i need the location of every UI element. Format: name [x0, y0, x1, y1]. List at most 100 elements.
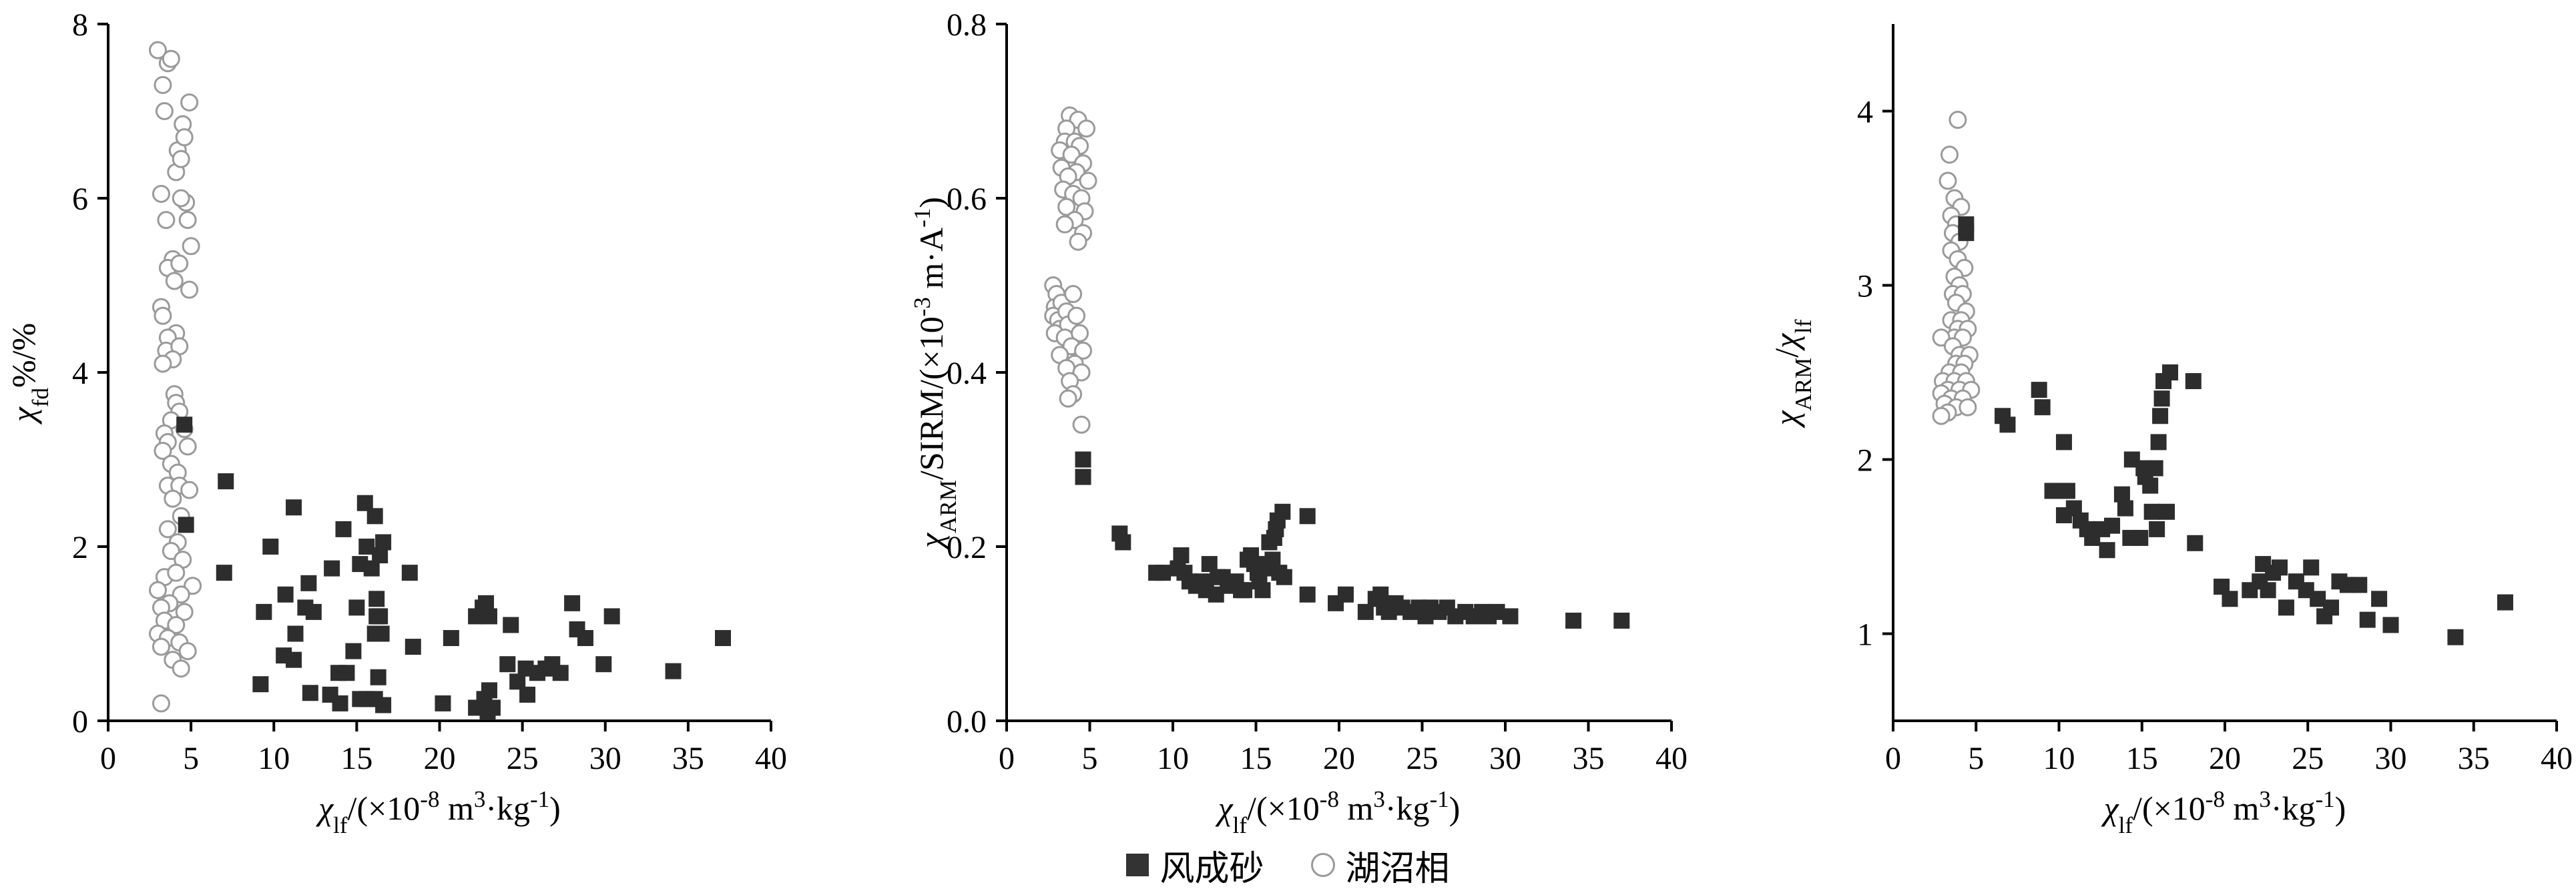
square-marker-icon: [1126, 854, 1149, 876]
data-point-lacustrine: [175, 603, 194, 621]
x-tick-label: 25: [2292, 741, 2324, 776]
x-tick-label: 40: [755, 741, 787, 776]
data-point-eolian: [1155, 565, 1172, 581]
data-point-eolian: [348, 599, 365, 616]
data-point-eolian: [286, 499, 302, 516]
data-point-eolian: [335, 521, 352, 537]
data-point-eolian: [370, 669, 387, 685]
data-point-lacustrine: [180, 93, 199, 111]
data-point-eolian: [2323, 599, 2340, 616]
data-point-lacustrine: [154, 354, 172, 373]
x-tick-label: 35: [672, 741, 704, 776]
data-point-lacustrine: [152, 694, 170, 713]
data-point-eolian: [503, 617, 519, 633]
data-point-eolian: [2150, 434, 2167, 451]
x-tick-label: 10: [1157, 741, 1189, 776]
data-point-eolian: [216, 565, 232, 581]
data-point-eolian: [1254, 582, 1271, 599]
x-tick-label: 15: [1240, 741, 1272, 776]
data-point-lacustrine: [162, 49, 180, 68]
x-tick-label: 0: [1885, 741, 1901, 776]
data-point-eolian: [2153, 390, 2170, 407]
data-point-eolian: [481, 682, 497, 699]
data-point-eolian: [2351, 577, 2368, 593]
data-point-lacustrine: [178, 437, 197, 456]
data-point-eolian: [368, 591, 385, 607]
data-point-lacustrine: [148, 41, 167, 59]
data-point-lacustrine: [1069, 232, 1087, 251]
x-axis-label: χlf/(×10-8 m3·kg-1): [2101, 786, 2346, 838]
data-point-eolian: [2099, 542, 2115, 559]
x-tick-label: 15: [340, 741, 372, 776]
data-point-lacustrine: [172, 150, 190, 168]
data-point-lacustrine: [154, 441, 172, 460]
x-tick-label: 40: [1655, 741, 1688, 776]
data-point-eolian: [1337, 586, 1354, 603]
data-point-eolian: [373, 625, 390, 642]
data-point-eolian: [332, 695, 348, 711]
x-axis-label: χlf/(×10-8 m3·kg-1): [316, 786, 561, 838]
data-point-eolian: [324, 560, 340, 577]
data-point-lacustrine: [148, 581, 167, 599]
y-axis-label: χARM/χlf: [1768, 319, 1816, 428]
data-point-lacustrine: [182, 237, 200, 256]
data-point-eolian: [2034, 399, 2051, 416]
y-tick-label: 0.2: [947, 530, 987, 565]
data-point-eolian: [2278, 599, 2294, 616]
data-point-eolian: [2447, 629, 2464, 645]
data-point-eolian: [2059, 483, 2075, 499]
x-tick-label: 0: [999, 741, 1015, 776]
data-point-lacustrine: [158, 520, 177, 539]
data-point-eolian: [178, 517, 194, 533]
y-tick-label: 0.6: [947, 182, 987, 217]
y-tick-label: 6: [72, 182, 88, 217]
x-tick-label: 25: [1406, 741, 1439, 776]
x-tick-label: 20: [2209, 741, 2241, 776]
data-point-lacustrine: [178, 642, 197, 661]
data-point-lacustrine: [152, 184, 170, 203]
data-point-eolian: [2159, 503, 2175, 520]
data-point-eolian: [1236, 582, 1253, 599]
data-point-eolian: [1075, 469, 1091, 485]
data-point-eolian: [481, 608, 497, 625]
data-point-eolian: [252, 676, 269, 693]
y-tick-label: 0.0: [947, 704, 987, 739]
data-point-eolian: [519, 686, 536, 703]
data-point-eolian: [2222, 591, 2238, 607]
data-point-eolian: [2143, 503, 2160, 520]
data-point-eolian: [2359, 611, 2376, 628]
data-point-eolian: [435, 695, 451, 711]
legend-label-eolian: 风成砂: [1160, 848, 1264, 889]
data-point-lacustrine: [165, 272, 184, 290]
data-point-eolian: [287, 625, 304, 642]
x-tick-label: 20: [1323, 741, 1355, 776]
data-point-eolian: [176, 416, 193, 433]
data-point-lacustrine: [155, 102, 174, 120]
data-point-eolian: [2272, 559, 2288, 576]
data-point-eolian: [1173, 547, 1190, 564]
data-point-lacustrine: [1072, 415, 1091, 434]
data-point-lacustrine: [164, 489, 182, 508]
data-point-eolian: [2371, 591, 2388, 607]
y-axis-label: χfd%/%: [5, 323, 53, 424]
data-point-lacustrine: [1077, 119, 1096, 138]
data-point-lacustrine: [1939, 172, 1957, 190]
data-point-lacustrine: [154, 306, 172, 325]
data-point-lacustrine: [180, 481, 199, 499]
data-point-eolian: [1565, 612, 1582, 629]
data-point-eolian: [1299, 508, 1316, 525]
data-point-eolian: [218, 473, 234, 490]
data-point-eolian: [262, 539, 279, 555]
data-point-eolian: [1115, 534, 1131, 551]
data-point-eolian: [1502, 608, 1519, 625]
x-tick-label: 30: [1489, 741, 1521, 776]
data-point-eolian: [1299, 586, 1316, 603]
data-point-lacustrine: [1059, 389, 1077, 408]
data-point-eolian: [256, 603, 272, 620]
x-tick-label: 30: [2375, 741, 2407, 776]
data-point-eolian: [2152, 408, 2169, 424]
x-tick-label: 5: [1082, 741, 1098, 776]
y-tick-label: 1: [1857, 617, 1873, 653]
x-tick-label: 25: [507, 741, 539, 776]
